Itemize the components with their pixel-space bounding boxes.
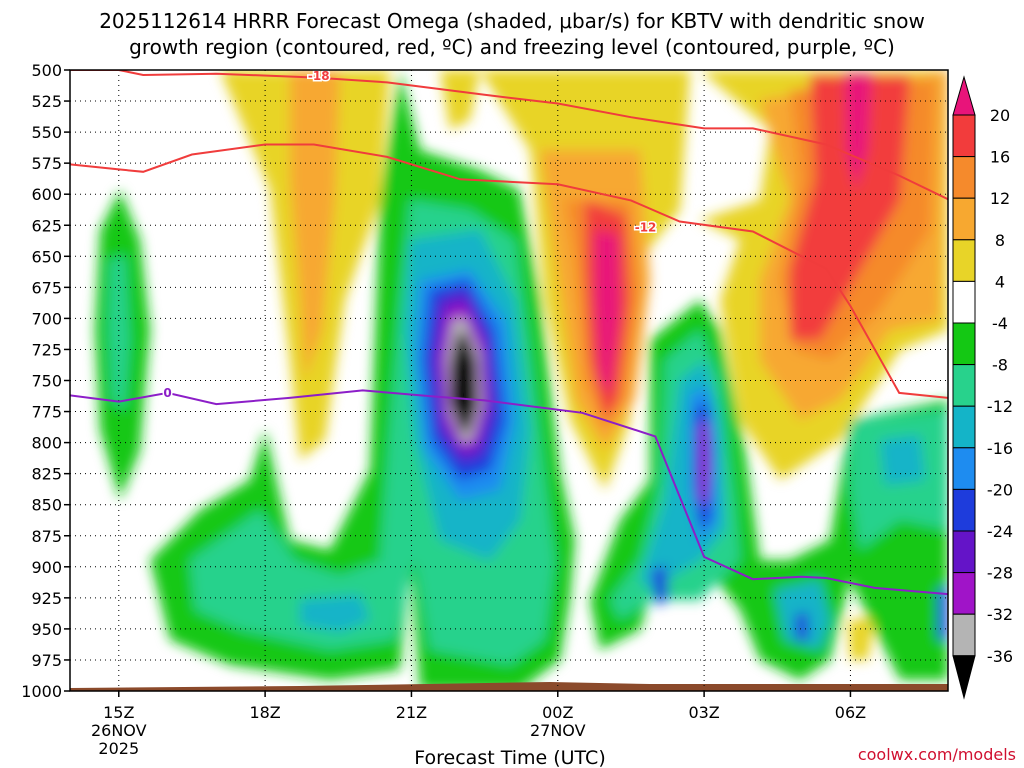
x-tick-label: 06Z xyxy=(835,703,866,722)
colorbar-segment xyxy=(952,530,976,574)
plot-grid xyxy=(70,70,948,691)
x-tick-label: 15Z xyxy=(103,703,134,722)
contour-label-0: 0 xyxy=(163,386,171,400)
colorbar-segment xyxy=(952,197,976,241)
contour-line-0 xyxy=(70,389,948,596)
colorbar-segment xyxy=(952,156,976,199)
y-tick-label: 675 xyxy=(31,278,62,297)
omega-region-ascent-0130z-blue xyxy=(652,566,668,606)
colorbar-segment xyxy=(952,364,976,407)
colorbar-label: -8 xyxy=(992,356,1008,375)
y-tick-label: 550 xyxy=(31,123,62,142)
x-tick-label: 03Z xyxy=(688,703,719,722)
chart-title-line-2: growth region (contoured, red, ºC) and f… xyxy=(129,35,895,59)
x-tick-date: 27NOV xyxy=(530,721,586,740)
credit-text: coolwx.com/models xyxy=(858,745,1016,764)
omega-region-ascent-0800z-blue xyxy=(938,585,948,640)
omega-region-upper-yellow-2230z xyxy=(440,70,480,130)
y-tick-label: 725 xyxy=(31,340,62,359)
colorbar-bottom-arrow xyxy=(952,655,976,700)
x-tick-label: 21Z xyxy=(396,703,427,722)
colorbar-segment xyxy=(952,239,976,282)
omega-region-ascent-low-cyan xyxy=(300,595,370,632)
colorbar-label: -16 xyxy=(987,439,1013,458)
omega-shading xyxy=(95,70,948,690)
y-tick-label: 800 xyxy=(31,434,62,453)
y-axis: 500 525 550 575 600 625 650 675 700 725 750 775 800 8… xyxy=(21,61,70,701)
colorbar-segment xyxy=(952,488,976,532)
colorbar-segment xyxy=(952,322,976,366)
y-tick-label: 600 xyxy=(31,185,62,204)
contour-label--12: -12 xyxy=(635,221,657,235)
colorbar-label: -20 xyxy=(987,480,1013,499)
omega-region-subsidence-01z-magenta xyxy=(595,230,620,395)
y-tick-label: 575 xyxy=(31,154,62,173)
y-tick-label: 625 xyxy=(31,216,62,235)
y-tick-label: 700 xyxy=(31,309,62,328)
y-tick-label: 650 xyxy=(31,247,62,266)
y-tick-label: 750 xyxy=(31,372,62,391)
colorbar-segment xyxy=(952,114,976,158)
colorbar-label: -4 xyxy=(992,314,1008,333)
colorbar-label: 20 xyxy=(990,106,1010,125)
colorbar-label: 16 xyxy=(990,148,1010,167)
omega-region-ascent-15z-inner xyxy=(108,255,130,410)
colorbar-label: 4 xyxy=(995,272,1005,291)
y-tick-label: 500 xyxy=(31,61,62,80)
colorbar-label: 12 xyxy=(990,189,1010,208)
colorbar-segment xyxy=(952,405,976,449)
chart-title-line-1: 2025112614 HRRR Forecast Omega (shaded, … xyxy=(99,9,925,33)
temperature-contours: -18 -12 0 xyxy=(70,69,948,596)
omega-region-ascent-core-black xyxy=(450,332,477,432)
colorbar-segment xyxy=(952,572,976,615)
y-tick-label: 775 xyxy=(31,403,62,422)
colorbar-label: 8 xyxy=(995,231,1005,250)
x-tick-date: 26NOV xyxy=(91,721,147,740)
colorbar-segment xyxy=(952,280,976,324)
omega-region-ascent-0700z-cyan xyxy=(880,435,925,485)
colorbar-label: -32 xyxy=(987,605,1013,624)
y-tick-label: 825 xyxy=(31,465,62,484)
contour-line--12 xyxy=(70,143,948,399)
contour-label--18: -18 xyxy=(308,69,330,83)
x-tick-label: 18Z xyxy=(249,703,280,722)
x-tick-year: 2025 xyxy=(98,739,139,758)
ground-terrain xyxy=(70,682,948,691)
y-tick-label: 925 xyxy=(31,589,62,608)
contour-line--18 xyxy=(70,70,948,201)
x-tick-label: 00Z xyxy=(542,703,573,722)
omega-region-yellow-lower-0600z xyxy=(848,618,875,660)
y-tick-label: 525 xyxy=(31,92,62,111)
colorbar-top-arrow xyxy=(952,75,976,116)
colorbar-label: -12 xyxy=(987,397,1013,416)
colorbar: 20 16 12 8 4 -4 -8 -12 -16 -20 -24 -28 -32 -36 xyxy=(952,75,1013,700)
y-tick-label: 875 xyxy=(31,527,62,546)
omega-region-subsidence-0530z-red xyxy=(790,75,910,340)
colorbar-segment xyxy=(952,613,976,657)
omega-region-ascent-03z-violet xyxy=(700,420,709,505)
x-axis-label: Forecast Time (UTC) xyxy=(414,747,605,768)
omega-region-ascent-0530z-blue xyxy=(795,612,808,642)
y-tick-label: 850 xyxy=(31,496,62,515)
y-tick-label: 900 xyxy=(31,558,62,577)
colorbar-segment xyxy=(952,447,976,490)
colorbar-label: -36 xyxy=(987,647,1013,666)
plot-area: -18 -12 0 xyxy=(70,69,948,691)
colorbar-label: -24 xyxy=(987,522,1013,541)
y-tick-label: 1000 xyxy=(21,682,62,701)
y-tick-label: 975 xyxy=(31,651,62,670)
colorbar-label: -28 xyxy=(987,564,1013,583)
y-tick-label: 950 xyxy=(31,620,62,639)
